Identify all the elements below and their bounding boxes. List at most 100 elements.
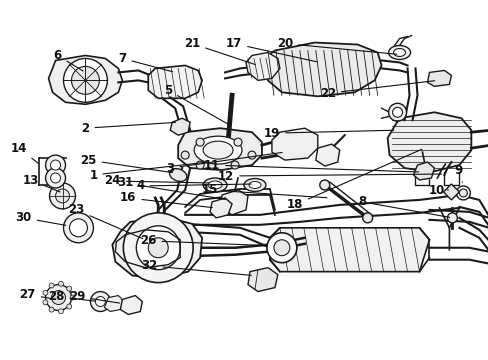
Circle shape — [388, 103, 406, 121]
Circle shape — [392, 107, 402, 117]
Text: 23: 23 — [68, 203, 142, 239]
Text: 14: 14 — [10, 141, 38, 163]
Ellipse shape — [248, 181, 261, 189]
Circle shape — [66, 286, 72, 291]
Polygon shape — [170, 118, 190, 135]
Text: 10: 10 — [427, 184, 447, 197]
Circle shape — [59, 309, 63, 314]
Circle shape — [71, 67, 99, 94]
Ellipse shape — [194, 136, 242, 164]
Circle shape — [50, 173, 61, 183]
Circle shape — [458, 189, 467, 197]
Circle shape — [66, 304, 72, 309]
Circle shape — [273, 240, 289, 256]
Polygon shape — [264, 42, 381, 96]
Circle shape — [50, 160, 61, 170]
Circle shape — [63, 58, 107, 102]
Circle shape — [51, 291, 65, 305]
Circle shape — [123, 213, 193, 283]
Circle shape — [362, 213, 372, 223]
Circle shape — [49, 307, 54, 312]
Circle shape — [70, 295, 75, 300]
Text: 13: 13 — [22, 174, 60, 192]
Text: 16: 16 — [120, 192, 212, 208]
Text: 30: 30 — [16, 211, 65, 225]
Ellipse shape — [203, 178, 226, 192]
Polygon shape — [245, 53, 279, 80]
Circle shape — [148, 238, 168, 258]
Text: 12: 12 — [218, 170, 441, 183]
Circle shape — [136, 226, 180, 270]
Text: 1: 1 — [89, 162, 205, 181]
Circle shape — [230, 161, 239, 169]
Circle shape — [56, 189, 69, 203]
Circle shape — [95, 297, 105, 306]
Circle shape — [43, 300, 48, 305]
Text: 27: 27 — [20, 288, 55, 301]
Text: 31: 31 — [117, 176, 225, 199]
Circle shape — [234, 138, 242, 146]
Circle shape — [43, 290, 48, 295]
Circle shape — [63, 213, 93, 243]
Circle shape — [45, 155, 65, 175]
Polygon shape — [148, 66, 202, 98]
Text: 4: 4 — [136, 180, 251, 193]
Text: 2: 2 — [81, 122, 175, 135]
Circle shape — [181, 151, 189, 159]
Polygon shape — [247, 268, 277, 292]
Polygon shape — [112, 218, 202, 278]
Circle shape — [49, 183, 75, 209]
Polygon shape — [120, 296, 142, 315]
Polygon shape — [269, 228, 428, 272]
Text: 29: 29 — [69, 290, 120, 303]
Polygon shape — [315, 144, 339, 166]
Circle shape — [196, 138, 203, 146]
Circle shape — [45, 168, 65, 188]
Text: 9: 9 — [453, 163, 462, 183]
Circle shape — [247, 151, 255, 159]
Ellipse shape — [393, 49, 405, 57]
Polygon shape — [48, 55, 122, 104]
Text: 26: 26 — [140, 234, 266, 247]
Circle shape — [196, 161, 203, 169]
Polygon shape — [178, 128, 262, 170]
Polygon shape — [271, 128, 317, 160]
Polygon shape — [387, 112, 470, 172]
Text: 21: 21 — [183, 37, 255, 64]
Text: 28: 28 — [48, 290, 96, 303]
Text: 15: 15 — [202, 184, 326, 198]
Text: 20: 20 — [276, 37, 396, 54]
Circle shape — [266, 233, 296, 263]
Polygon shape — [220, 190, 247, 215]
Text: 7: 7 — [118, 52, 172, 72]
Polygon shape — [427, 71, 450, 86]
Circle shape — [447, 213, 456, 223]
Text: 22: 22 — [319, 81, 434, 100]
Circle shape — [455, 186, 469, 200]
Circle shape — [319, 180, 329, 190]
Circle shape — [59, 281, 63, 286]
Text: 11: 11 — [203, 158, 418, 172]
Text: 5: 5 — [164, 84, 227, 124]
Text: 8: 8 — [358, 195, 449, 217]
Ellipse shape — [169, 168, 186, 181]
Text: 17: 17 — [225, 37, 316, 62]
Polygon shape — [443, 184, 458, 200]
Circle shape — [90, 292, 110, 311]
Ellipse shape — [388, 45, 410, 59]
Text: 6: 6 — [53, 49, 83, 71]
Ellipse shape — [203, 141, 233, 159]
Text: 18: 18 — [286, 149, 421, 211]
Polygon shape — [413, 162, 433, 180]
Polygon shape — [210, 198, 232, 218]
Ellipse shape — [208, 181, 222, 189]
Ellipse shape — [244, 179, 265, 192]
Text: 24: 24 — [104, 175, 209, 188]
Text: 3: 3 — [166, 153, 282, 175]
Polygon shape — [104, 296, 124, 311]
Text: 19: 19 — [263, 127, 393, 140]
Circle shape — [69, 219, 87, 237]
Text: 25: 25 — [80, 154, 172, 172]
Text: 32: 32 — [141, 259, 251, 275]
Circle shape — [45, 285, 71, 310]
